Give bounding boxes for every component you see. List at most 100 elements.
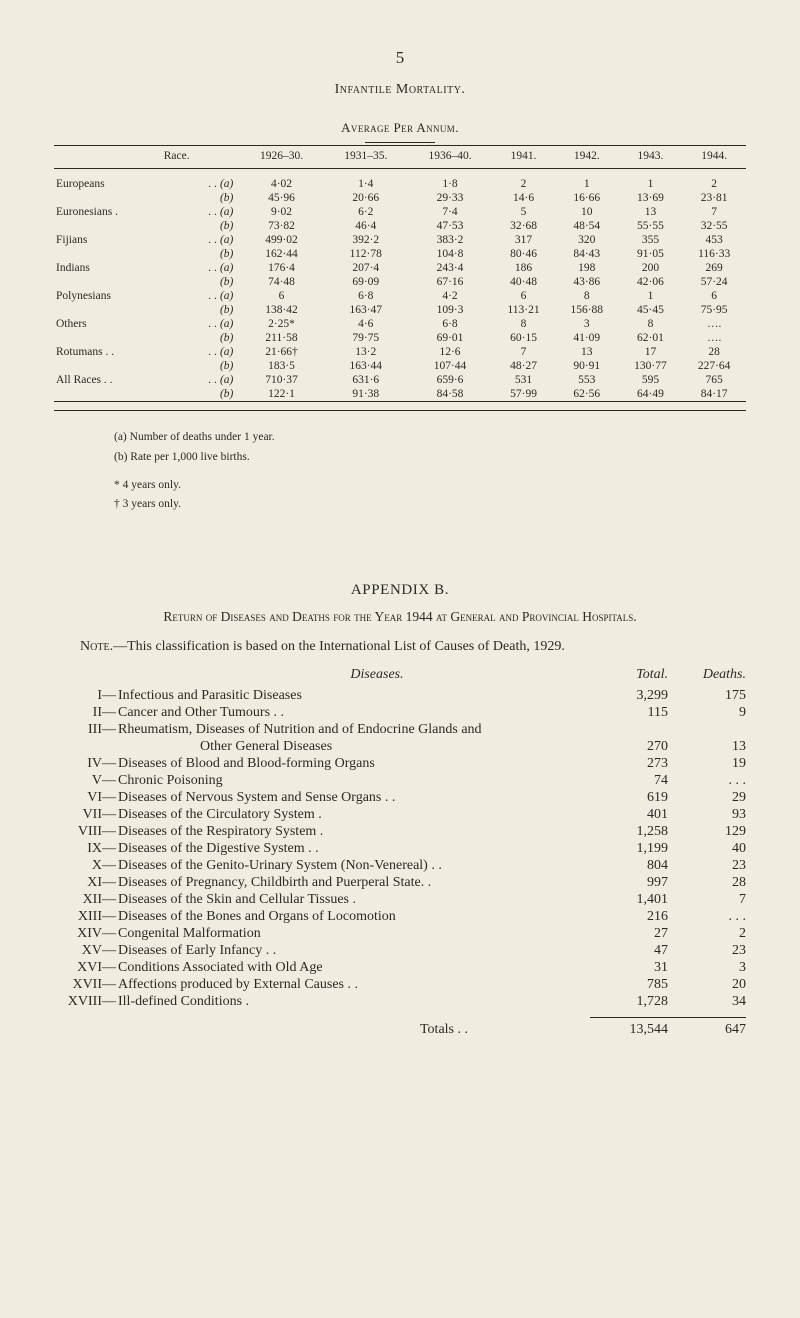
disease-desc: Chronic Poisoning bbox=[118, 772, 590, 789]
disease-desc: Other General Diseases bbox=[118, 738, 590, 755]
row-a-label: . . (a) bbox=[179, 261, 239, 275]
returns-totals-row: Totals . .13,544647 bbox=[54, 1018, 746, 1039]
total-value: 47 bbox=[590, 942, 668, 959]
roman-numeral: XVII— bbox=[54, 976, 118, 993]
cell: 91·05 bbox=[619, 247, 683, 261]
race-label: Polynesians bbox=[54, 289, 179, 303]
total-value: 74 bbox=[590, 772, 668, 789]
cell: 74·48 bbox=[239, 275, 323, 289]
cell: 499·02 bbox=[239, 233, 323, 247]
disease-desc: Congenital Malformation bbox=[118, 925, 590, 942]
cell: 207·4 bbox=[324, 261, 408, 275]
total-value: 1,199 bbox=[590, 840, 668, 857]
cell: 46·4 bbox=[324, 219, 408, 233]
cell: …. bbox=[682, 331, 746, 345]
cell: 32·55 bbox=[682, 219, 746, 233]
total-value: 619 bbox=[590, 789, 668, 806]
cell: 55·55 bbox=[619, 219, 683, 233]
total-value: 1,728 bbox=[590, 993, 668, 1010]
mortality-table: Race. 1926–30. 1931–35. 1936–40. 1941. 1… bbox=[54, 145, 746, 413]
disease-desc: Diseases of the Genito-Urinary System (N… bbox=[118, 857, 590, 874]
row-b-label: (b) bbox=[179, 275, 239, 289]
cell: 531 bbox=[492, 373, 555, 387]
cell: 29·33 bbox=[408, 191, 492, 205]
deaths-value: 23 bbox=[668, 942, 746, 959]
roman-numeral: XVIII— bbox=[54, 993, 118, 1010]
disease-desc: Diseases of the Bones and Organs of Loco… bbox=[118, 908, 590, 925]
returns-row: XVIII—Ill-defined Conditions .1,72834 bbox=[54, 993, 746, 1010]
cell: 6·8 bbox=[408, 317, 492, 331]
cell: 156·88 bbox=[555, 303, 619, 317]
col-1942: 1942. bbox=[555, 146, 619, 169]
race-label: Rotumans . . bbox=[54, 345, 179, 359]
cell: 595 bbox=[619, 373, 683, 387]
disease-desc: Diseases of the Circulatory System . bbox=[118, 806, 590, 823]
returns-row: II—Cancer and Other Tumours . .1159 bbox=[54, 704, 746, 721]
cell: 48·27 bbox=[492, 359, 555, 373]
returns-row: VII—Diseases of the Circulatory System .… bbox=[54, 806, 746, 823]
footnote-b: (b) Rate per 1,000 live births. bbox=[114, 449, 746, 467]
cell: 765 bbox=[682, 373, 746, 387]
cell: 84·17 bbox=[682, 387, 746, 402]
disease-desc: Diseases of Pregnancy, Childbirth and Pu… bbox=[118, 874, 590, 891]
totals-total: 13,544 bbox=[590, 1018, 668, 1039]
head-diseases: Diseases. bbox=[54, 667, 590, 683]
totals-deaths: 647 bbox=[668, 1018, 746, 1039]
disease-desc: Conditions Associated with Old Age bbox=[118, 959, 590, 976]
tableA-subtitle: Average Per Annum. bbox=[54, 120, 746, 136]
roman-numeral: II— bbox=[54, 704, 118, 721]
roman-numeral: IX— bbox=[54, 840, 118, 857]
cell: 553 bbox=[555, 373, 619, 387]
returns-row: XVI—Conditions Associated with Old Age31… bbox=[54, 959, 746, 976]
returns-row: X—Diseases of the Genito-Urinary System … bbox=[54, 857, 746, 874]
cell: 355 bbox=[619, 233, 683, 247]
cell: 60·15 bbox=[492, 331, 555, 345]
cell: 6·2 bbox=[324, 205, 408, 219]
total-value: 273 bbox=[590, 755, 668, 772]
cell: 48·54 bbox=[555, 219, 619, 233]
cell: 112·78 bbox=[324, 247, 408, 261]
returns-row: III—Rheumatism, Diseases of Nutrition an… bbox=[54, 721, 746, 738]
decor-rule bbox=[365, 142, 435, 143]
cell: 1 bbox=[619, 177, 683, 191]
cell: 21·66† bbox=[239, 345, 323, 359]
returns-row: V—Chronic Poisoning74. . . bbox=[54, 772, 746, 789]
cell: 163·47 bbox=[324, 303, 408, 317]
cell: 2 bbox=[682, 177, 746, 191]
cell: 20·66 bbox=[324, 191, 408, 205]
cell: 62·01 bbox=[619, 331, 683, 345]
row-a-label: . . (a) bbox=[179, 345, 239, 359]
footnote-star: * 4 years only. bbox=[114, 477, 746, 495]
cell: 4·02 bbox=[239, 177, 323, 191]
deaths-value: 129 bbox=[668, 823, 746, 840]
cell: 8 bbox=[492, 317, 555, 331]
disease-desc: Cancer and Other Tumours . . bbox=[118, 704, 590, 721]
col-1941: 1941. bbox=[492, 146, 555, 169]
cell: 320 bbox=[555, 233, 619, 247]
cell: 12·6 bbox=[408, 345, 492, 359]
cell: 43·86 bbox=[555, 275, 619, 289]
cell: 6·8 bbox=[324, 289, 408, 303]
row-a-label: . . (a) bbox=[179, 205, 239, 219]
head-total: Total. bbox=[590, 667, 668, 683]
roman-numeral: I— bbox=[54, 687, 118, 704]
deaths-value: 40 bbox=[668, 840, 746, 857]
totals-label: Totals . . bbox=[118, 1018, 590, 1039]
total-value bbox=[590, 721, 668, 738]
cell: 40·48 bbox=[492, 275, 555, 289]
cell: 243·4 bbox=[408, 261, 492, 275]
total-value: 401 bbox=[590, 806, 668, 823]
footnote-dagger: † 3 years only. bbox=[114, 496, 746, 514]
deaths-value: 93 bbox=[668, 806, 746, 823]
cell: 1·8 bbox=[408, 177, 492, 191]
cell: 13·2 bbox=[324, 345, 408, 359]
deaths-value: 20 bbox=[668, 976, 746, 993]
deaths-value: . . . bbox=[668, 772, 746, 789]
cell: 4·6 bbox=[324, 317, 408, 331]
deaths-value: 3 bbox=[668, 959, 746, 976]
cell: 10 bbox=[555, 205, 619, 219]
deaths-value: 34 bbox=[668, 993, 746, 1010]
deaths-value: 13 bbox=[668, 738, 746, 755]
roman-numeral: V— bbox=[54, 772, 118, 789]
total-value: 1,258 bbox=[590, 823, 668, 840]
